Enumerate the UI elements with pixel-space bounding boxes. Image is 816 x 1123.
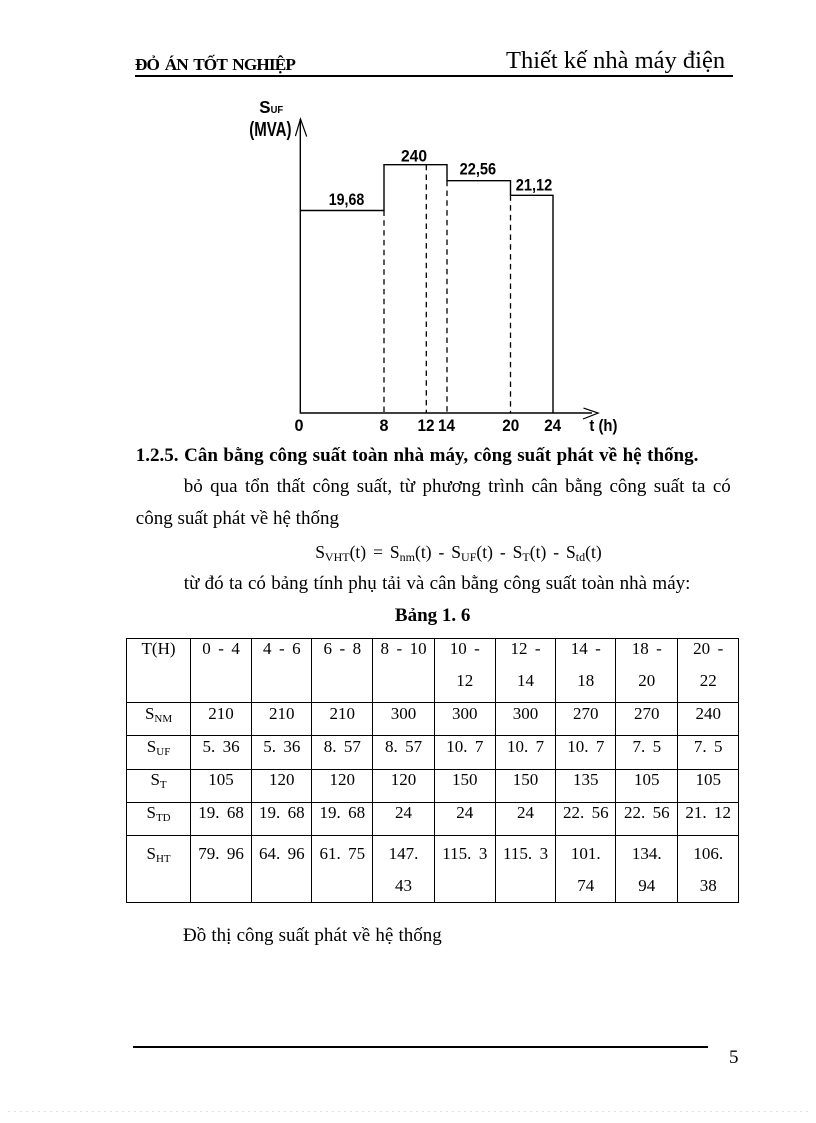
svg-text:(MVA): (MVA) [249, 118, 291, 141]
svg-text:8: 8 [380, 416, 389, 435]
svg-text:24: 24 [544, 416, 561, 435]
svg-text:19,68: 19,68 [329, 191, 365, 209]
svg-text:0: 0 [295, 416, 304, 435]
svg-text:t (h): t (h) [589, 416, 617, 435]
svg-text:240: 240 [401, 148, 427, 166]
svg-text:12: 12 [418, 416, 435, 435]
svg-text:20: 20 [502, 416, 519, 435]
svg-text:21,12: 21,12 [516, 177, 553, 195]
svg-text:SUF: SUF [259, 97, 283, 118]
svg-text:14: 14 [438, 416, 455, 435]
svg-text:22,56: 22,56 [460, 161, 497, 179]
